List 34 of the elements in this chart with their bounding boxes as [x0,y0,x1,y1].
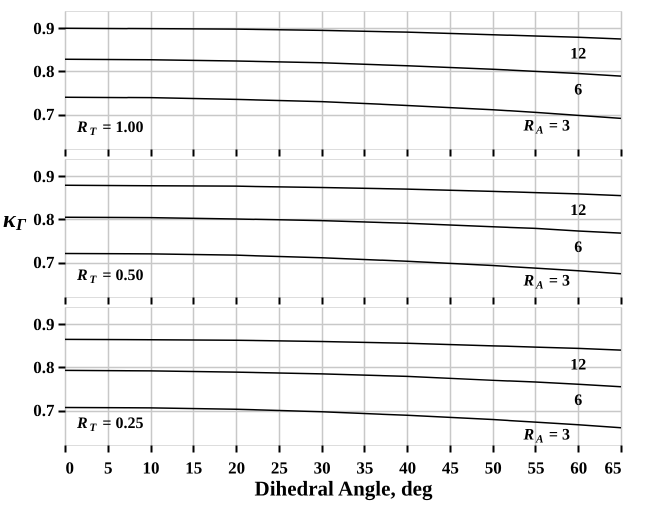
series-label: 6 [574,392,582,410]
line-series [64,184,622,196]
y-tick-label: 0.8 [33,62,54,81]
line-series [64,96,622,120]
y-tick-label: 0.7 [33,253,55,272]
series-label: 12 [570,356,586,374]
x-tick-label: 45 [442,458,459,478]
x-tick-label: 10 [142,458,160,478]
y-tick-label: 0.7 [33,105,55,124]
x-tick-label: 55 [527,458,544,478]
x-tick-label: 5 [104,458,113,478]
x-tick-label: 35 [356,458,374,478]
x-tick-label: 50 [484,458,502,478]
y-tick-label: 0.8 [33,358,54,377]
x-axis-title: Dihedral Angle, deg [254,476,433,500]
series-label: 12 [570,45,586,62]
line-series [64,338,622,351]
y-tick-label: 0.7 [33,401,55,420]
y-tick-label: 0.9 [33,314,54,334]
x-tick-label: 20 [228,458,246,478]
x-tick-label: 0 [66,458,74,478]
x-tick-label: 60 [570,458,588,478]
x-tick-label: 15 [185,458,202,478]
y-tick-label: 0.9 [33,166,54,186]
x-tick-label: 40 [399,458,416,478]
y-tick-label: 0.9 [33,18,54,38]
series-label: 6 [574,82,582,99]
series-label: 6 [574,239,582,256]
series-label: 12 [570,202,586,219]
x-tick-label: 30 [314,458,331,478]
x-tick-label: 25 [270,458,288,478]
line-series [64,58,622,77]
y-tick-label: 0.8 [33,210,54,229]
x-tick-label: 65 [604,458,622,478]
